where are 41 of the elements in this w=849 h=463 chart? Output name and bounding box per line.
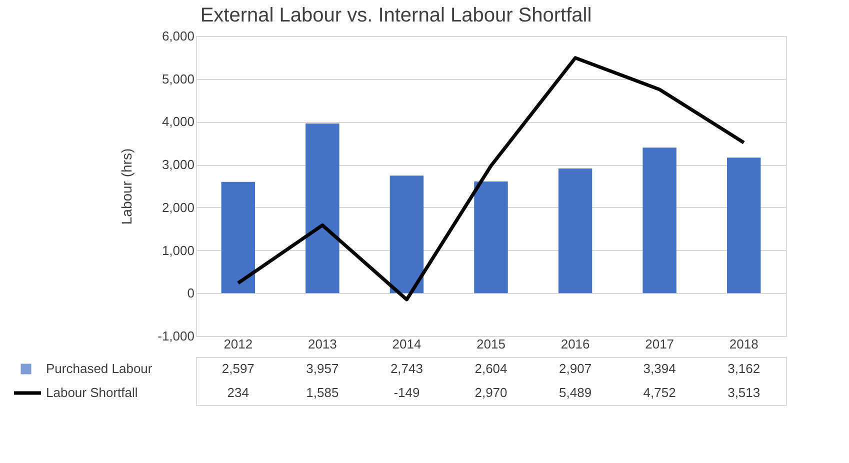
bar (727, 158, 761, 294)
data-label: 3,513 (728, 385, 760, 400)
legend-label: Labour Shortfall (46, 385, 138, 400)
y-tick-label: 0 (187, 286, 194, 301)
data-label: 3,957 (306, 361, 339, 376)
legend-label: Purchased Labour (46, 361, 153, 376)
bar (558, 168, 592, 294)
data-label: 2,743 (390, 361, 423, 376)
data-label: 3,394 (643, 361, 676, 376)
data-label: 234 (227, 385, 249, 400)
y-tick-label: 4,000 (162, 114, 194, 130)
x-tick-label: 2018 (729, 336, 758, 352)
y-tick-label: 5,000 (162, 71, 194, 86)
bar (390, 176, 424, 294)
x-tick-label: 2015 (476, 336, 506, 352)
data-label: 3,162 (728, 361, 760, 376)
data-label: 4,752 (643, 385, 676, 400)
y-tick-label: 1,000 (162, 242, 194, 258)
y-tick-label: 6,000 (162, 28, 194, 44)
y-tick-label: 2,000 (162, 200, 194, 215)
y-axis-title: Labour (hrs) (118, 148, 134, 225)
x-tick-label: 2012 (224, 336, 253, 352)
y-tick-label: 3,000 (162, 157, 194, 172)
data-label: -149 (394, 385, 420, 400)
chart-title: External Labour vs. Internal Labour Shortfall (200, 4, 592, 26)
bar (642, 148, 676, 294)
bar (474, 182, 508, 294)
data-label: 5,489 (559, 385, 592, 400)
data-label: 1,585 (306, 385, 339, 400)
bar (221, 182, 255, 294)
y-tick-label: -1,000 (158, 328, 194, 344)
data-label: 2,907 (559, 361, 592, 376)
data-label: 2,597 (222, 361, 254, 376)
data-label: 2,970 (474, 385, 508, 400)
x-tick-label: 2017 (645, 336, 674, 352)
x-tick-label: 2013 (308, 336, 337, 352)
x-tick-label: 2016 (560, 336, 590, 352)
bar (306, 124, 340, 294)
x-tick-label: 2014 (392, 336, 422, 352)
data-label: 2,604 (474, 361, 508, 376)
line-series (236, 56, 746, 302)
